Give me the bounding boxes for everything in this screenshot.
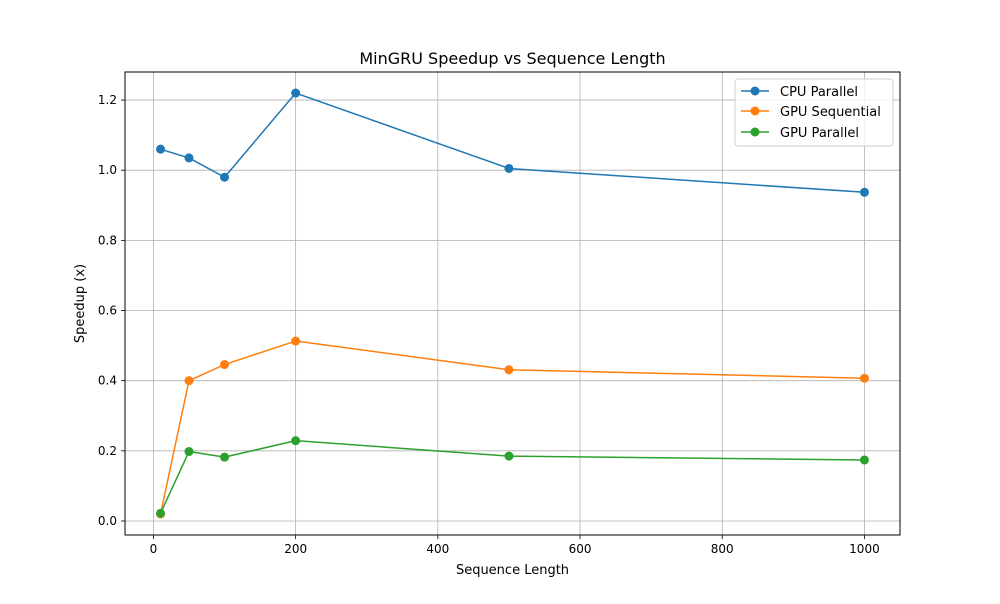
data-point-cpu-parallel — [156, 144, 166, 154]
y-axis-label: Speedup (x) — [73, 264, 88, 343]
y-tick-label: 1.2 — [98, 93, 117, 107]
data-point-cpu-parallel — [291, 88, 301, 98]
x-tick-label: 0 — [150, 542, 158, 556]
legend-label-gpu-parallel: GPU Parallel — [780, 126, 859, 141]
legend-marker-gpu-sequential — [750, 106, 760, 116]
x-axis-label: Sequence Length — [456, 563, 569, 578]
data-point-gpu-sequential — [291, 336, 301, 346]
legend-label-gpu-sequential: GPU Sequential — [780, 105, 881, 120]
legend-entry-cpu-parallel: CPU Parallel — [741, 85, 858, 100]
legend: CPU Parallel GPU Sequential GPU Parallel — [734, 78, 894, 147]
chart-title: MinGRU Speedup vs Sequence Length — [359, 49, 665, 68]
series-lines — [156, 88, 869, 519]
x-tick-label: 400 — [426, 542, 449, 556]
data-point-gpu-parallel — [291, 436, 301, 446]
y-tick-label: 1.0 — [98, 163, 117, 177]
x-tick-label: 600 — [569, 542, 592, 556]
data-point-gpu-sequential — [220, 360, 230, 370]
legend-marker-cpu-parallel — [750, 86, 760, 96]
y-tick-label: 0.8 — [98, 233, 117, 247]
data-point-gpu-parallel — [859, 455, 869, 465]
data-point-cpu-parallel — [504, 163, 514, 173]
data-point-gpu-parallel — [156, 508, 166, 518]
data-point-cpu-parallel — [220, 172, 230, 182]
legend-marker-gpu-parallel — [750, 127, 760, 137]
data-point-gpu-parallel — [220, 452, 230, 462]
x-tick-label: 200 — [284, 542, 307, 556]
y-tick-label: 0.2 — [98, 444, 117, 458]
series-line-gpu-parallel — [159, 439, 865, 514]
series-line-gpu-sequential — [159, 340, 865, 515]
data-point-gpu-sequential — [504, 365, 514, 375]
data-point-cpu-parallel — [184, 153, 194, 163]
series-line-cpu-parallel — [160, 92, 865, 194]
y-tick-label: 0.4 — [98, 374, 117, 388]
legend-entry-gpu-sequential: GPU Sequential — [741, 105, 881, 120]
data-point-gpu-sequential — [184, 376, 194, 386]
data-point-gpu-sequential — [859, 373, 869, 383]
y-tick-label: 0.0 — [98, 514, 117, 528]
y-axis-ticks: 0.0 0.2 0.4 0.6 0.8 1.0 1.2 — [98, 93, 125, 528]
x-axis-ticks: 0 200 400 600 800 1000 — [150, 535, 880, 556]
legend-entry-gpu-parallel: GPU Parallel — [741, 126, 859, 141]
plot-area-frame — [124, 71, 901, 536]
x-tick-label: 800 — [711, 542, 734, 556]
data-point-cpu-parallel — [859, 187, 869, 197]
x-tick-label: 1000 — [849, 542, 880, 556]
data-point-gpu-parallel — [504, 451, 514, 461]
legend-box — [734, 78, 894, 147]
data-point-gpu-parallel — [184, 447, 194, 457]
legend-label-cpu-parallel: CPU Parallel — [780, 85, 858, 100]
y-tick-label: 0.6 — [98, 304, 117, 318]
